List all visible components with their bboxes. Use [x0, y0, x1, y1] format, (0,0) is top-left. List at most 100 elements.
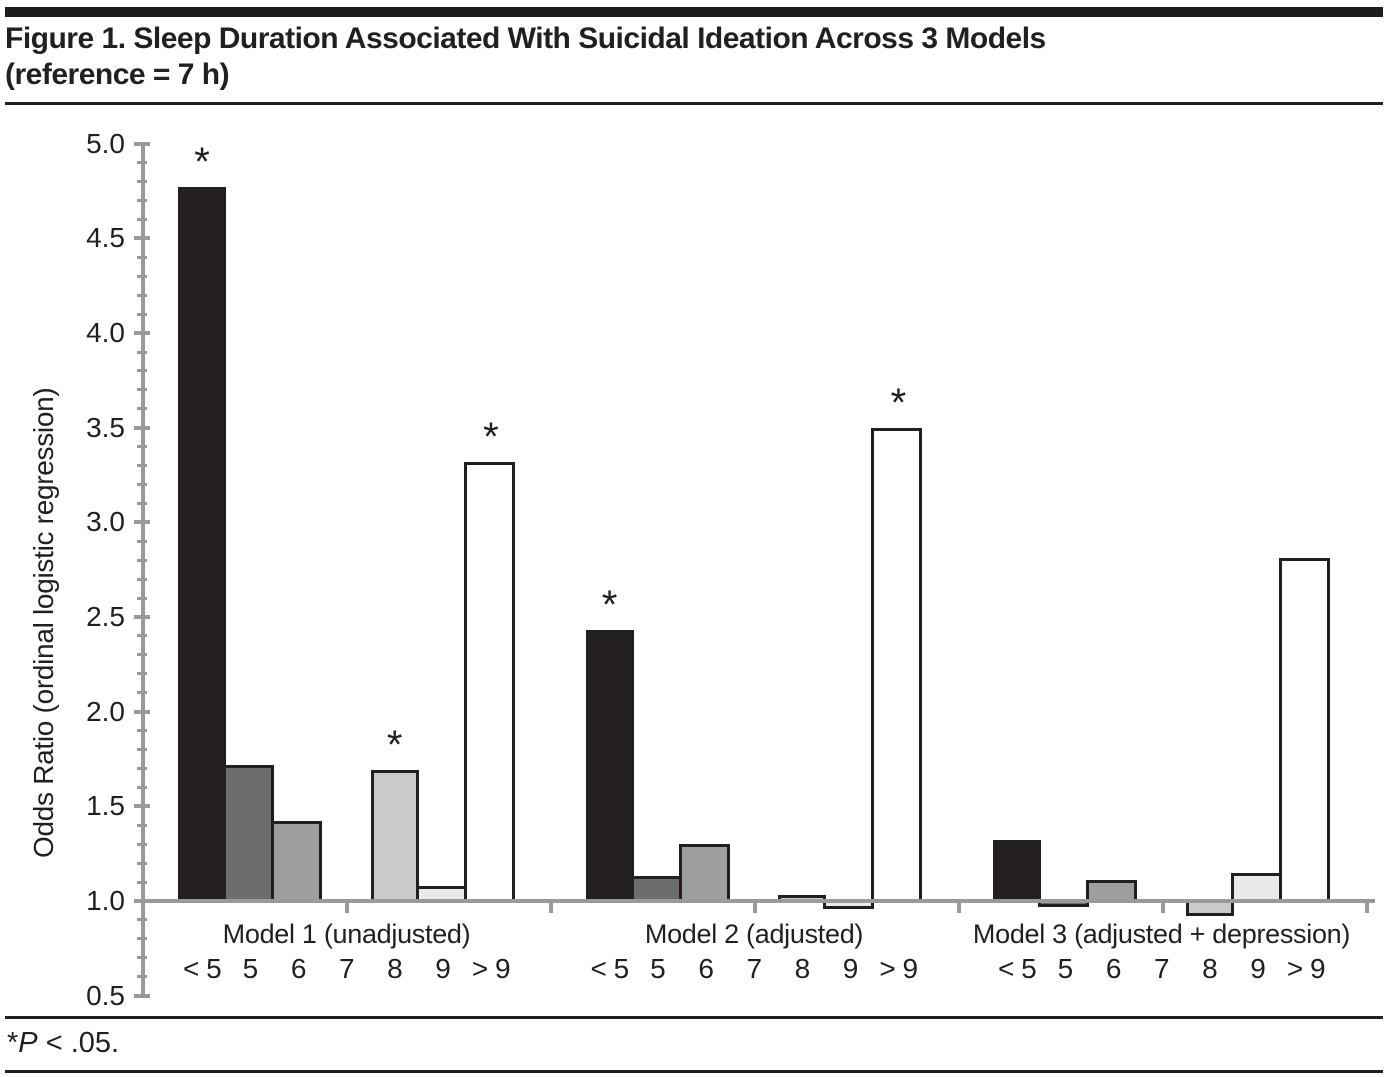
y-axis-minor-tick [137, 748, 147, 752]
footnote: *P < .05. [7, 1027, 119, 1060]
y-axis-minor-tick [137, 880, 147, 884]
figure-title-line2: (reference = 7 h) [5, 58, 230, 91]
y-axis-minor-tick [137, 558, 147, 562]
x-category-label: 7 [746, 953, 762, 984]
x-axis-tick [753, 899, 757, 913]
y-axis-minor-tick [137, 312, 147, 316]
x-category-label: 6 [698, 953, 714, 984]
bar-group3-cat7 [1278, 558, 1330, 903]
x-axis-line [143, 899, 1375, 903]
y-axis-tick-label: 4.0 [86, 317, 125, 349]
y-axis-tick-label: 3.5 [86, 411, 125, 443]
x-category-label: < 5 [182, 953, 222, 984]
y-axis-major-tick [134, 804, 150, 809]
bar-group1-cat5 [370, 770, 419, 903]
y-axis-major-tick [134, 993, 150, 998]
x-category-label: 8 [794, 953, 811, 984]
y-axis-minor-tick [137, 823, 147, 827]
y-axis-tick-label: 3.0 [86, 506, 125, 538]
y-axis-minor-tick [137, 218, 147, 222]
y-axis-minor-tick [137, 464, 147, 468]
significance-asterisk: * [890, 380, 907, 425]
x-axis-tick [1161, 899, 1165, 913]
x-category-label: < 5 [590, 953, 629, 984]
y-axis-major-tick [134, 520, 150, 525]
bar-group1-cat1 [178, 187, 227, 903]
bar-group2-cat7 [871, 427, 923, 903]
x-axis-tick [1365, 899, 1369, 913]
bar-group1-cat7 [463, 461, 515, 903]
y-axis-tick-label: 5.0 [86, 127, 125, 159]
y-axis-minor-tick [137, 161, 147, 165]
y-axis-minor-tick [137, 274, 147, 278]
figure-title: Figure 1. Sleep Duration Associated With… [5, 21, 1385, 93]
x-category-label: 6 [290, 953, 307, 984]
y-axis-minor-tick [137, 691, 147, 695]
x-category-label: 9 [842, 953, 859, 984]
y-axis-minor-tick [137, 918, 147, 922]
footnote-condition: < .05. [37, 1027, 120, 1059]
x-category-label: 7 [338, 953, 355, 984]
y-axis-tick-label: 2.0 [86, 695, 125, 727]
y-axis-minor-tick [137, 653, 147, 657]
x-axis-tick [549, 899, 553, 913]
significance-asterisk: * [601, 583, 618, 628]
y-axis-minor-tick [137, 255, 147, 259]
significance-asterisk: * [386, 723, 403, 768]
y-axis-minor-tick [137, 577, 147, 581]
y-axis-minor-tick [137, 483, 147, 487]
y-axis-minor-tick [137, 407, 147, 411]
x-category-label: > 9 [471, 953, 511, 984]
y-axis-major-tick [134, 709, 150, 714]
x-category-label: > 9 [879, 953, 918, 984]
model-group-label: Model 2 (adjusted) [644, 919, 864, 949]
x-category-label: 5 [650, 953, 666, 984]
y-axis-minor-tick [137, 388, 147, 392]
significance-asterisk: * [483, 414, 499, 459]
bar-group1-cat3 [271, 821, 323, 903]
footnote-bottom-rule [5, 1070, 1383, 1073]
x-axis-tick [957, 899, 961, 913]
y-axis-major-tick [134, 331, 150, 336]
y-axis-major-tick [134, 615, 150, 620]
model-group-label: Model 3 (adjusted + depression) [972, 919, 1351, 949]
footnote-asterisk: * [7, 1027, 19, 1059]
x-category-label: > 9 [1286, 953, 1326, 984]
y-axis-minor-tick [137, 672, 147, 676]
x-category-label: 5 [1057, 953, 1074, 984]
y-axis-minor-tick [137, 785, 147, 789]
bar-group2-cat3 [678, 844, 730, 903]
y-axis-tick-label: 0.5 [86, 979, 125, 1011]
y-axis-minor-tick [137, 539, 147, 543]
y-axis-major-tick [134, 899, 150, 903]
significance-asterisk: * [194, 140, 210, 185]
bar-group3-cat1 [993, 840, 1042, 903]
y-axis-minor-tick [137, 293, 147, 297]
model-group-label: Model 1 (unadjusted) [222, 919, 471, 949]
y-axis-line [141, 144, 145, 998]
y-axis-minor-tick [137, 842, 147, 846]
x-category-label: 8 [1202, 953, 1218, 984]
figure-title-line1: Figure 1. Sleep Duration Associated With… [5, 22, 1046, 55]
x-category-label: 8 [387, 953, 403, 984]
y-axis-minor-tick [137, 350, 147, 354]
title-divider-rule [5, 102, 1383, 105]
y-axis-minor-tick [137, 729, 147, 733]
footnote-p-symbol: P [18, 1027, 38, 1059]
bar-group1-cat2 [223, 764, 275, 903]
top-black-rule [5, 7, 1383, 17]
x-category-label: < 5 [997, 953, 1037, 984]
y-axis-minor-tick [137, 861, 147, 865]
y-axis-major-tick [134, 141, 150, 146]
y-axis-minor-tick [137, 445, 147, 449]
y-axis-minor-tick [137, 180, 147, 184]
x-category-label: 9 [435, 953, 451, 984]
y-axis-minor-tick [137, 956, 147, 960]
y-axis-tick-label: 2.5 [86, 601, 125, 633]
x-category-label: 7 [1153, 953, 1170, 984]
footnote-top-rule [5, 1016, 1383, 1019]
y-axis-minor-tick [137, 937, 147, 941]
y-axis-minor-tick [137, 596, 147, 600]
y-axis-major-tick [134, 425, 150, 430]
